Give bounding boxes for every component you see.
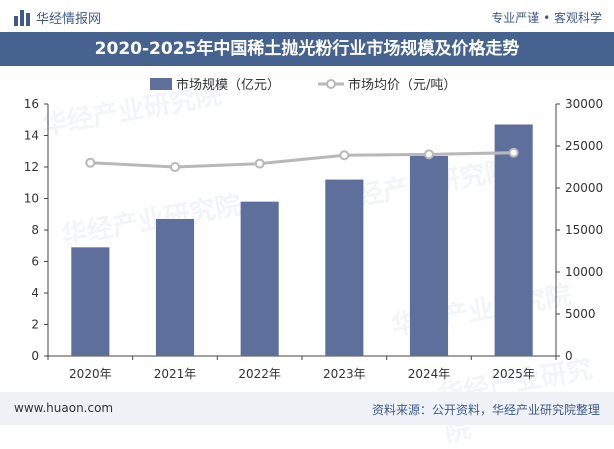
y-right-tick-label: 0 (565, 349, 573, 363)
legend-bar-swatch (150, 78, 172, 90)
y-right-tick-label: 20000 (565, 181, 603, 195)
x-tick-label: 2020年 (69, 367, 112, 381)
y-left-tick-label: 6 (31, 255, 39, 269)
line-point (339, 150, 350, 161)
chart-area: 市场规模（亿元） 市场均价（元/吨） 0 2 4 6 8 10 12 14 16 0 5000 1000… (24, 77, 603, 381)
bar (240, 201, 279, 356)
line-point (170, 162, 180, 172)
y-right-tick-label: 10000 (565, 265, 603, 279)
line-point (424, 149, 434, 160)
y-left-tick-label: 4 (31, 286, 39, 300)
axes: 0 2 4 6 8 10 12 14 16 0 5000 10000 15000 20000 25000 30… (24, 97, 603, 363)
y-right-tick-label: 25000 (565, 139, 603, 153)
legend: 市场规模（亿元） 市场均价（元/吨） (150, 77, 456, 93)
brand-slogan: 专业严谨 • 客观科学 (491, 11, 602, 25)
data-source: 资料来源：公开资料，华经产业研究院整理 (371, 403, 600, 417)
logo-bars-icon (14, 9, 30, 26)
y-left-tick-label: 16 (24, 97, 39, 111)
y-left-tick-label: 2 (31, 318, 39, 332)
bar (409, 155, 449, 356)
legend-line-marker (326, 79, 336, 89)
x-tick-label: 2025年 (492, 367, 535, 381)
line-series (85, 147, 519, 172)
x-tick-label: 2022年 (238, 367, 281, 381)
y-left-tick-label: 8 (31, 223, 39, 237)
bars (71, 124, 533, 356)
y-left-tick-label: 10 (24, 192, 39, 206)
y-left-tick-label: 12 (24, 160, 39, 174)
legend-line-label: 市场均价（元/吨） (348, 77, 456, 93)
top-bar: 华经情报网 专业严谨 • 客观科学 (0, 0, 614, 32)
title-bar: 2020-2025年中国稀土抛光粉行业市场规模及价格走势 (0, 32, 614, 66)
x-axis-labels: 2020年 2021年 2022年 2023年 2024年 2025年 (69, 367, 535, 381)
legend-bar-label: 市场规模（亿元） (176, 77, 280, 93)
chart-title: 2020-2025年中国稀土抛光粉行业市场规模及价格走势 (94, 39, 520, 59)
x-tick-label: 2024年 (408, 367, 451, 381)
bar (494, 124, 533, 356)
line-point (508, 147, 519, 158)
y-left-tick-label: 0 (31, 349, 39, 363)
y-right-tick-label: 15000 (565, 223, 603, 237)
bar (325, 179, 364, 356)
line-point (254, 158, 265, 169)
footer: www.huaon.com 资料来源：公开资料，华经产业研究院整理 (0, 392, 614, 425)
brand-logo: 华经情报网 (14, 8, 101, 27)
y-right-tick-label: 5000 (565, 307, 596, 321)
x-tick-label: 2021年 (154, 367, 197, 381)
brand-name: 华经情报网 (36, 12, 102, 27)
site-url: www.huaon.com (14, 401, 114, 415)
bar (71, 247, 110, 356)
y-right-tick-label: 30000 (565, 97, 603, 111)
y-left-tick-label: 14 (24, 129, 39, 143)
x-tick-label: 2023年 (323, 367, 366, 381)
price-line (90, 151, 514, 169)
bar (155, 218, 195, 356)
line-point (85, 157, 96, 168)
